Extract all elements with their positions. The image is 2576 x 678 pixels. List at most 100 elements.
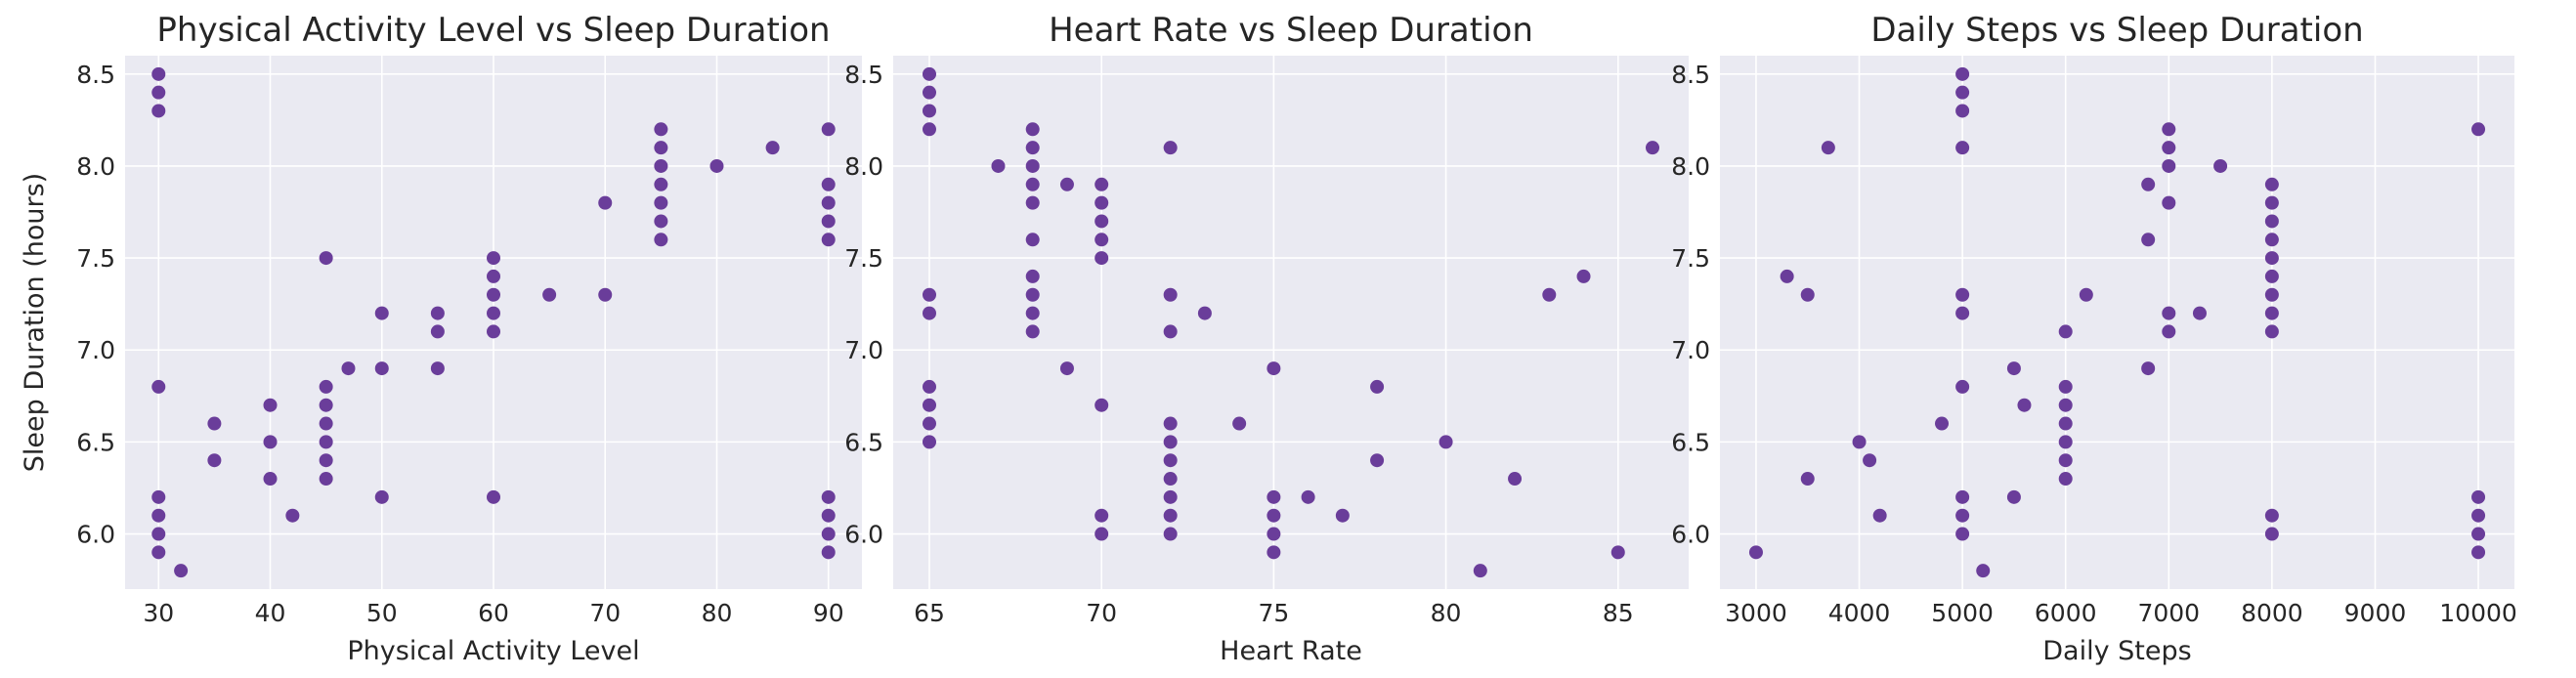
scatter-point-daily-steps — [2058, 324, 2073, 339]
scatter-point-physical-activity — [263, 435, 278, 449]
scatter-point-physical-activity — [341, 361, 356, 376]
scatter-point-physical-activity — [151, 545, 166, 560]
scatter-point-heart-rate — [1267, 489, 1281, 504]
scatter-point-physical-activity — [263, 398, 278, 412]
scatter-point-heart-rate — [923, 122, 936, 137]
scatter-point-daily-steps — [1780, 269, 1794, 283]
y-tick-label-daily-steps: 6.0 — [1671, 521, 1710, 549]
scatter-point-physical-activity — [598, 195, 613, 210]
scatter-point-physical-activity — [598, 287, 613, 302]
scatter-point-heart-rate — [923, 416, 936, 431]
scatter-point-heart-rate — [1095, 508, 1109, 523]
scatter-point-physical-activity — [487, 251, 500, 266]
scatter-point-heart-rate — [1095, 214, 1109, 229]
scatter-point-heart-rate — [923, 379, 936, 394]
scatter-point-physical-activity — [319, 472, 333, 487]
scatter-point-daily-steps — [1863, 453, 1877, 468]
scatter-point-physical-activity — [319, 379, 333, 394]
scatter-point-physical-activity — [654, 158, 668, 173]
y-tick-label-heart-rate: 6.5 — [844, 428, 883, 456]
scatter-point-daily-steps — [2162, 324, 2176, 339]
scatter-point-physical-activity — [821, 195, 836, 210]
x-axis-label-physical-activity: Physical Activity Level — [347, 636, 639, 666]
subplot-physical-activity: 30 40 50 60 70 80 90 6.0 6.5 7.0 7.5 8.0 8.5 Physica… — [20, 11, 862, 666]
plot-area-heart-rate — [893, 56, 1689, 589]
scatter-point-heart-rate — [1025, 122, 1040, 137]
scatter-point-daily-steps — [2264, 195, 2279, 210]
scatter-point-daily-steps — [2058, 416, 2073, 431]
scatter-point-daily-steps — [2213, 158, 2228, 173]
x-tick-label-physical-activity: 60 — [478, 599, 509, 627]
scatter-point-physical-activity — [151, 489, 166, 504]
scatter-point-physical-activity — [654, 122, 668, 137]
scatter-point-physical-activity — [151, 85, 166, 100]
scatter-point-heart-rate — [1370, 379, 1385, 394]
scatter-point-physical-activity — [430, 306, 445, 320]
scatter-point-heart-rate — [923, 435, 936, 449]
y-tick-label-heart-rate: 7.0 — [844, 336, 883, 364]
scatter-point-heart-rate — [991, 158, 1006, 173]
scatter-point-daily-steps — [1955, 141, 1970, 155]
x-tick-label-heart-rate: 70 — [1086, 599, 1117, 627]
x-tick-label-physical-activity: 30 — [143, 599, 174, 627]
scatter-point-physical-activity — [654, 177, 668, 191]
scatter-point-heart-rate — [1197, 306, 1212, 320]
x-tick-label-heart-rate: 80 — [1431, 599, 1462, 627]
scatter-point-daily-steps — [2264, 269, 2279, 283]
scatter-point-physical-activity — [207, 453, 222, 468]
scatter-point-daily-steps — [2058, 453, 2073, 468]
scatter-point-physical-activity — [151, 508, 166, 523]
scatter-point-daily-steps — [1935, 416, 1950, 431]
scatter-point-heart-rate — [1025, 287, 1040, 302]
scatter-point-heart-rate — [1576, 269, 1591, 283]
scatter-point-daily-steps — [2162, 306, 2176, 320]
scatter-point-daily-steps — [1955, 306, 1970, 320]
scatter-point-heart-rate — [1646, 141, 1659, 155]
scatter-point-physical-activity — [319, 435, 333, 449]
scatter-point-heart-rate — [923, 66, 936, 81]
scatter-point-heart-rate — [923, 398, 936, 412]
scatter-point-daily-steps — [1748, 545, 1763, 560]
scatter-point-daily-steps — [2264, 251, 2279, 266]
scatter-point-physical-activity — [374, 489, 389, 504]
scatter-point-physical-activity — [487, 489, 500, 504]
scatter-point-heart-rate — [1095, 233, 1109, 247]
scatter-point-heart-rate — [1025, 195, 1040, 210]
scatter-point-heart-rate — [1059, 177, 1074, 191]
scatter-point-physical-activity — [654, 141, 668, 155]
x-tick-label-daily-steps: 7000 — [2137, 599, 2200, 627]
scatter-point-daily-steps — [2264, 287, 2279, 302]
scatter-point-physical-activity — [151, 527, 166, 541]
x-tick-label-daily-steps: 3000 — [1725, 599, 1787, 627]
scatter-point-daily-steps — [2006, 361, 2021, 376]
scatter-point-heart-rate — [1095, 195, 1109, 210]
scatter-point-daily-steps — [1821, 141, 1835, 155]
y-axis-label-physical-activity: Sleep Duration (hours) — [20, 173, 50, 472]
scatter-point-physical-activity — [821, 508, 836, 523]
scatter-point-heart-rate — [1025, 269, 1040, 283]
scatter-point-heart-rate — [1163, 508, 1178, 523]
scatter-point-daily-steps — [2471, 545, 2486, 560]
scatter-point-heart-rate — [1267, 545, 1281, 560]
scatter-point-physical-activity — [174, 564, 189, 578]
scatter-point-physical-activity — [765, 141, 780, 155]
x-tick-label-daily-steps: 8000 — [2241, 599, 2303, 627]
scatter-point-daily-steps — [2162, 122, 2176, 137]
scatter-point-daily-steps — [2264, 306, 2279, 320]
scatter-point-heart-rate — [1095, 177, 1109, 191]
scatter-point-daily-steps — [2162, 158, 2176, 173]
scatter-point-physical-activity — [319, 416, 333, 431]
scatter-point-heart-rate — [1025, 141, 1040, 155]
scatter-point-heart-rate — [1163, 287, 1178, 302]
x-tick-label-physical-activity: 70 — [589, 599, 621, 627]
x-tick-label-physical-activity: 50 — [366, 599, 398, 627]
scatter-point-heart-rate — [1163, 453, 1178, 468]
scatter-point-physical-activity — [207, 416, 222, 431]
scatter-point-daily-steps — [2471, 527, 2486, 541]
y-tick-label-heart-rate: 6.0 — [844, 521, 883, 549]
scatter-point-daily-steps — [2264, 233, 2279, 247]
scatter-point-daily-steps — [2058, 435, 2073, 449]
y-tick-label-daily-steps: 6.5 — [1671, 428, 1710, 456]
scatter-point-heart-rate — [1163, 489, 1178, 504]
